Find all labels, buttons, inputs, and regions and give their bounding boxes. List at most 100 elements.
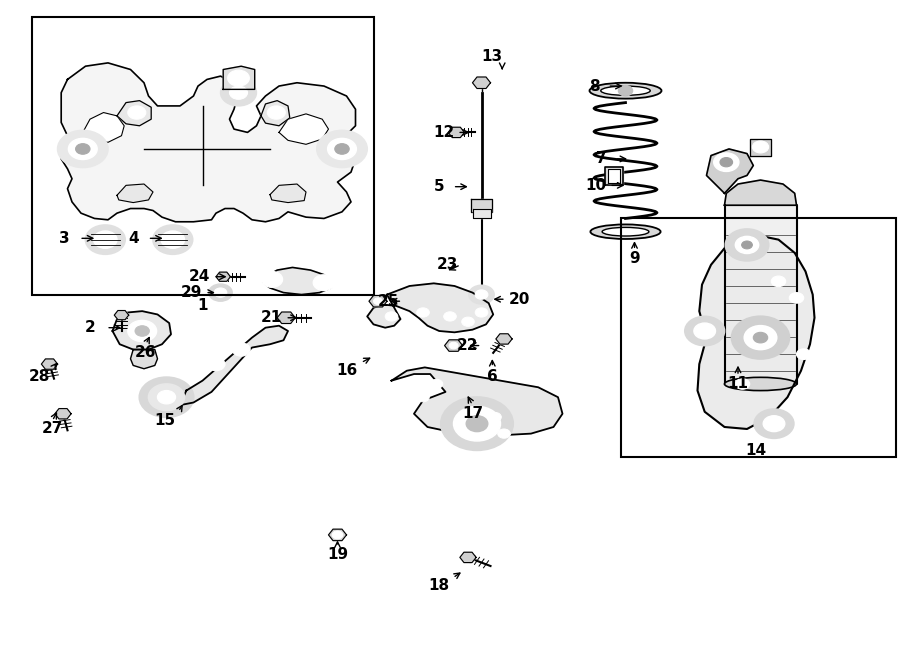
Circle shape (475, 308, 488, 317)
Circle shape (694, 323, 716, 339)
Text: 26: 26 (135, 345, 157, 359)
Circle shape (449, 342, 458, 349)
Circle shape (720, 158, 733, 167)
Polygon shape (61, 63, 356, 222)
Ellipse shape (724, 377, 796, 391)
Circle shape (771, 276, 786, 287)
Circle shape (475, 290, 488, 299)
Circle shape (763, 416, 785, 432)
Circle shape (454, 406, 500, 441)
Circle shape (685, 316, 724, 346)
Circle shape (725, 229, 769, 261)
Ellipse shape (590, 224, 661, 239)
Circle shape (430, 379, 443, 389)
Circle shape (754, 409, 794, 438)
Ellipse shape (601, 86, 650, 95)
Text: 10: 10 (585, 178, 607, 193)
Text: 22: 22 (457, 338, 479, 353)
Polygon shape (117, 101, 151, 126)
Bar (621, 218, 896, 457)
Circle shape (744, 326, 777, 350)
Circle shape (735, 379, 750, 389)
Polygon shape (279, 114, 328, 144)
Circle shape (214, 288, 227, 297)
Polygon shape (392, 367, 562, 436)
Text: 1: 1 (197, 299, 208, 313)
Polygon shape (263, 267, 333, 295)
Circle shape (153, 225, 193, 254)
Polygon shape (367, 283, 493, 332)
Circle shape (267, 106, 285, 119)
Circle shape (228, 70, 249, 86)
Text: 7: 7 (596, 152, 607, 166)
Circle shape (328, 138, 356, 160)
Circle shape (158, 391, 176, 404)
Circle shape (332, 531, 343, 539)
Polygon shape (724, 205, 796, 384)
Circle shape (58, 130, 108, 167)
Text: 18: 18 (428, 579, 450, 593)
Text: 9: 9 (629, 251, 640, 265)
Circle shape (714, 153, 739, 171)
Polygon shape (471, 199, 492, 212)
Polygon shape (117, 184, 153, 203)
Circle shape (618, 85, 633, 96)
Circle shape (68, 138, 97, 160)
Circle shape (466, 416, 488, 432)
Circle shape (462, 317, 474, 326)
Text: 27: 27 (41, 422, 63, 436)
Circle shape (335, 144, 349, 154)
Polygon shape (270, 184, 306, 203)
Circle shape (742, 241, 752, 249)
Circle shape (789, 293, 804, 303)
Text: 21: 21 (261, 310, 283, 325)
Circle shape (86, 225, 125, 254)
Text: 6: 6 (487, 369, 498, 383)
Polygon shape (445, 340, 463, 352)
Polygon shape (472, 77, 490, 89)
Polygon shape (41, 359, 58, 369)
Text: 16: 16 (337, 363, 358, 378)
Circle shape (441, 397, 513, 450)
Text: 24: 24 (189, 269, 211, 284)
Circle shape (417, 393, 429, 402)
Text: 15: 15 (154, 413, 176, 428)
Circle shape (128, 320, 157, 342)
Circle shape (489, 412, 501, 422)
Text: 20: 20 (508, 292, 530, 307)
Circle shape (128, 106, 146, 119)
Circle shape (385, 312, 398, 321)
Polygon shape (328, 529, 346, 541)
Polygon shape (608, 169, 620, 183)
Ellipse shape (590, 83, 662, 99)
Text: 23: 23 (436, 258, 458, 272)
Polygon shape (448, 127, 464, 138)
Polygon shape (112, 311, 171, 350)
Text: 29: 29 (181, 285, 202, 300)
Text: 25: 25 (378, 294, 400, 308)
Circle shape (232, 343, 250, 356)
Polygon shape (369, 295, 387, 307)
Polygon shape (180, 326, 288, 405)
Circle shape (76, 144, 90, 154)
Polygon shape (472, 209, 490, 218)
Circle shape (220, 79, 256, 106)
Polygon shape (277, 312, 295, 324)
Polygon shape (216, 272, 230, 281)
Circle shape (94, 231, 117, 248)
Text: 14: 14 (745, 443, 767, 457)
Text: 2: 2 (85, 320, 95, 335)
Circle shape (753, 332, 768, 343)
Polygon shape (698, 235, 814, 429)
Circle shape (417, 308, 429, 317)
Text: 13: 13 (482, 49, 503, 64)
Circle shape (313, 275, 335, 291)
Circle shape (161, 231, 184, 248)
Circle shape (374, 298, 382, 305)
Circle shape (498, 429, 510, 438)
Circle shape (469, 285, 494, 304)
Bar (32, 17, 374, 295)
Polygon shape (114, 310, 129, 320)
Polygon shape (750, 139, 771, 156)
Text: 4: 4 (128, 231, 139, 246)
